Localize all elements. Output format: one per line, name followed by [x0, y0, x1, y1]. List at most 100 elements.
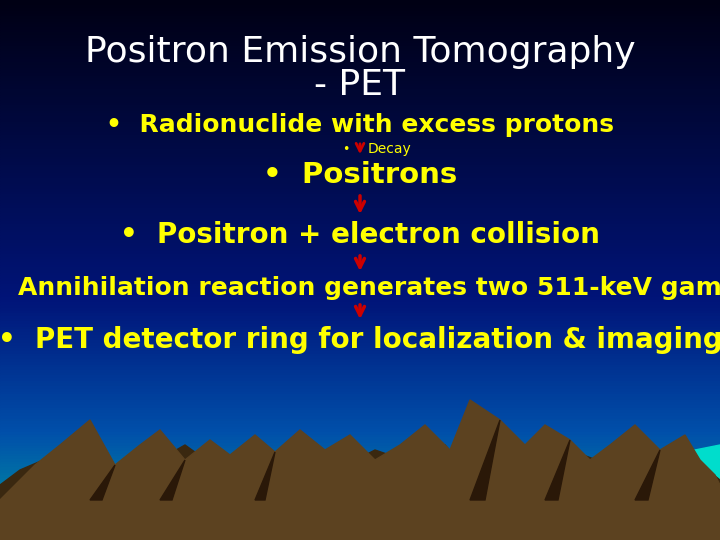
- Bar: [0, 140, 720, 143]
- Bar: [0, 416, 720, 418]
- Bar: [0, 464, 720, 467]
- Bar: [0, 19, 720, 22]
- Text: •  Positron + electron collision: • Positron + electron collision: [120, 221, 600, 249]
- Bar: [0, 316, 720, 319]
- Bar: [0, 489, 720, 491]
- Bar: [0, 491, 720, 494]
- Bar: [0, 197, 720, 200]
- Bar: [0, 367, 720, 370]
- Bar: [0, 216, 720, 219]
- Bar: [0, 410, 720, 413]
- Bar: [0, 16, 720, 19]
- Bar: [0, 321, 720, 324]
- Bar: [0, 5, 720, 8]
- Bar: [0, 359, 720, 362]
- Polygon shape: [635, 450, 660, 500]
- Bar: [0, 294, 720, 297]
- Polygon shape: [545, 440, 570, 500]
- Bar: [0, 273, 720, 275]
- Bar: [0, 143, 720, 146]
- Bar: [0, 84, 720, 86]
- Bar: [0, 192, 720, 194]
- Bar: [0, 181, 720, 184]
- Bar: [0, 483, 720, 486]
- Bar: [0, 59, 720, 62]
- Polygon shape: [90, 465, 115, 500]
- Bar: [0, 65, 720, 68]
- Bar: [0, 132, 720, 135]
- Bar: [0, 470, 720, 472]
- Bar: [0, 356, 720, 359]
- Bar: [0, 327, 720, 329]
- Bar: [0, 78, 720, 81]
- Bar: [0, 513, 720, 516]
- Bar: [0, 254, 720, 256]
- Bar: [0, 459, 720, 462]
- Bar: [0, 329, 720, 332]
- Bar: [0, 221, 720, 224]
- Bar: [0, 202, 720, 205]
- Bar: [0, 97, 720, 100]
- Bar: [0, 151, 720, 154]
- Bar: [0, 435, 720, 437]
- Bar: [0, 0, 720, 3]
- Text: Decay: Decay: [368, 142, 412, 156]
- Bar: [0, 392, 720, 394]
- Bar: [0, 313, 720, 316]
- Bar: [0, 208, 720, 211]
- Bar: [0, 70, 720, 73]
- Bar: [0, 429, 720, 432]
- Bar: [0, 138, 720, 140]
- Text: •  Positrons: • Positrons: [263, 161, 457, 189]
- Bar: [0, 240, 720, 243]
- Bar: [0, 518, 720, 521]
- Bar: [0, 157, 720, 159]
- Bar: [0, 68, 720, 70]
- Bar: [0, 297, 720, 300]
- Bar: [0, 516, 720, 518]
- Bar: [0, 154, 720, 157]
- Bar: [0, 284, 720, 286]
- Bar: [0, 413, 720, 416]
- Text: Positron Emission Tomography: Positron Emission Tomography: [85, 35, 635, 69]
- Bar: [0, 170, 720, 173]
- Bar: [0, 286, 720, 289]
- Bar: [0, 335, 720, 338]
- Bar: [0, 278, 720, 281]
- Bar: [0, 46, 720, 49]
- Bar: [0, 265, 720, 267]
- Bar: [0, 224, 720, 227]
- Bar: [0, 38, 720, 40]
- Bar: [0, 375, 720, 378]
- Bar: [0, 354, 720, 356]
- Bar: [0, 397, 720, 400]
- Bar: [0, 86, 720, 89]
- Bar: [0, 454, 720, 456]
- Bar: [0, 472, 720, 475]
- Polygon shape: [500, 445, 720, 540]
- Bar: [0, 437, 720, 440]
- Bar: [0, 251, 720, 254]
- Bar: [0, 270, 720, 273]
- Bar: [0, 408, 720, 410]
- Bar: [0, 281, 720, 284]
- Bar: [0, 440, 720, 443]
- Bar: [0, 475, 720, 478]
- Bar: [0, 505, 720, 508]
- Bar: [0, 432, 720, 435]
- Text: •  Radionuclide with excess protons: • Radionuclide with excess protons: [106, 113, 614, 137]
- Polygon shape: [0, 400, 720, 540]
- Bar: [0, 89, 720, 92]
- Bar: [0, 340, 720, 343]
- Bar: [0, 373, 720, 375]
- Bar: [0, 176, 720, 178]
- Bar: [0, 521, 720, 524]
- Bar: [0, 502, 720, 505]
- Bar: [0, 486, 720, 489]
- Bar: [0, 275, 720, 278]
- Bar: [0, 211, 720, 213]
- Bar: [0, 148, 720, 151]
- Bar: [0, 205, 720, 208]
- Bar: [0, 194, 720, 197]
- Polygon shape: [470, 420, 500, 500]
